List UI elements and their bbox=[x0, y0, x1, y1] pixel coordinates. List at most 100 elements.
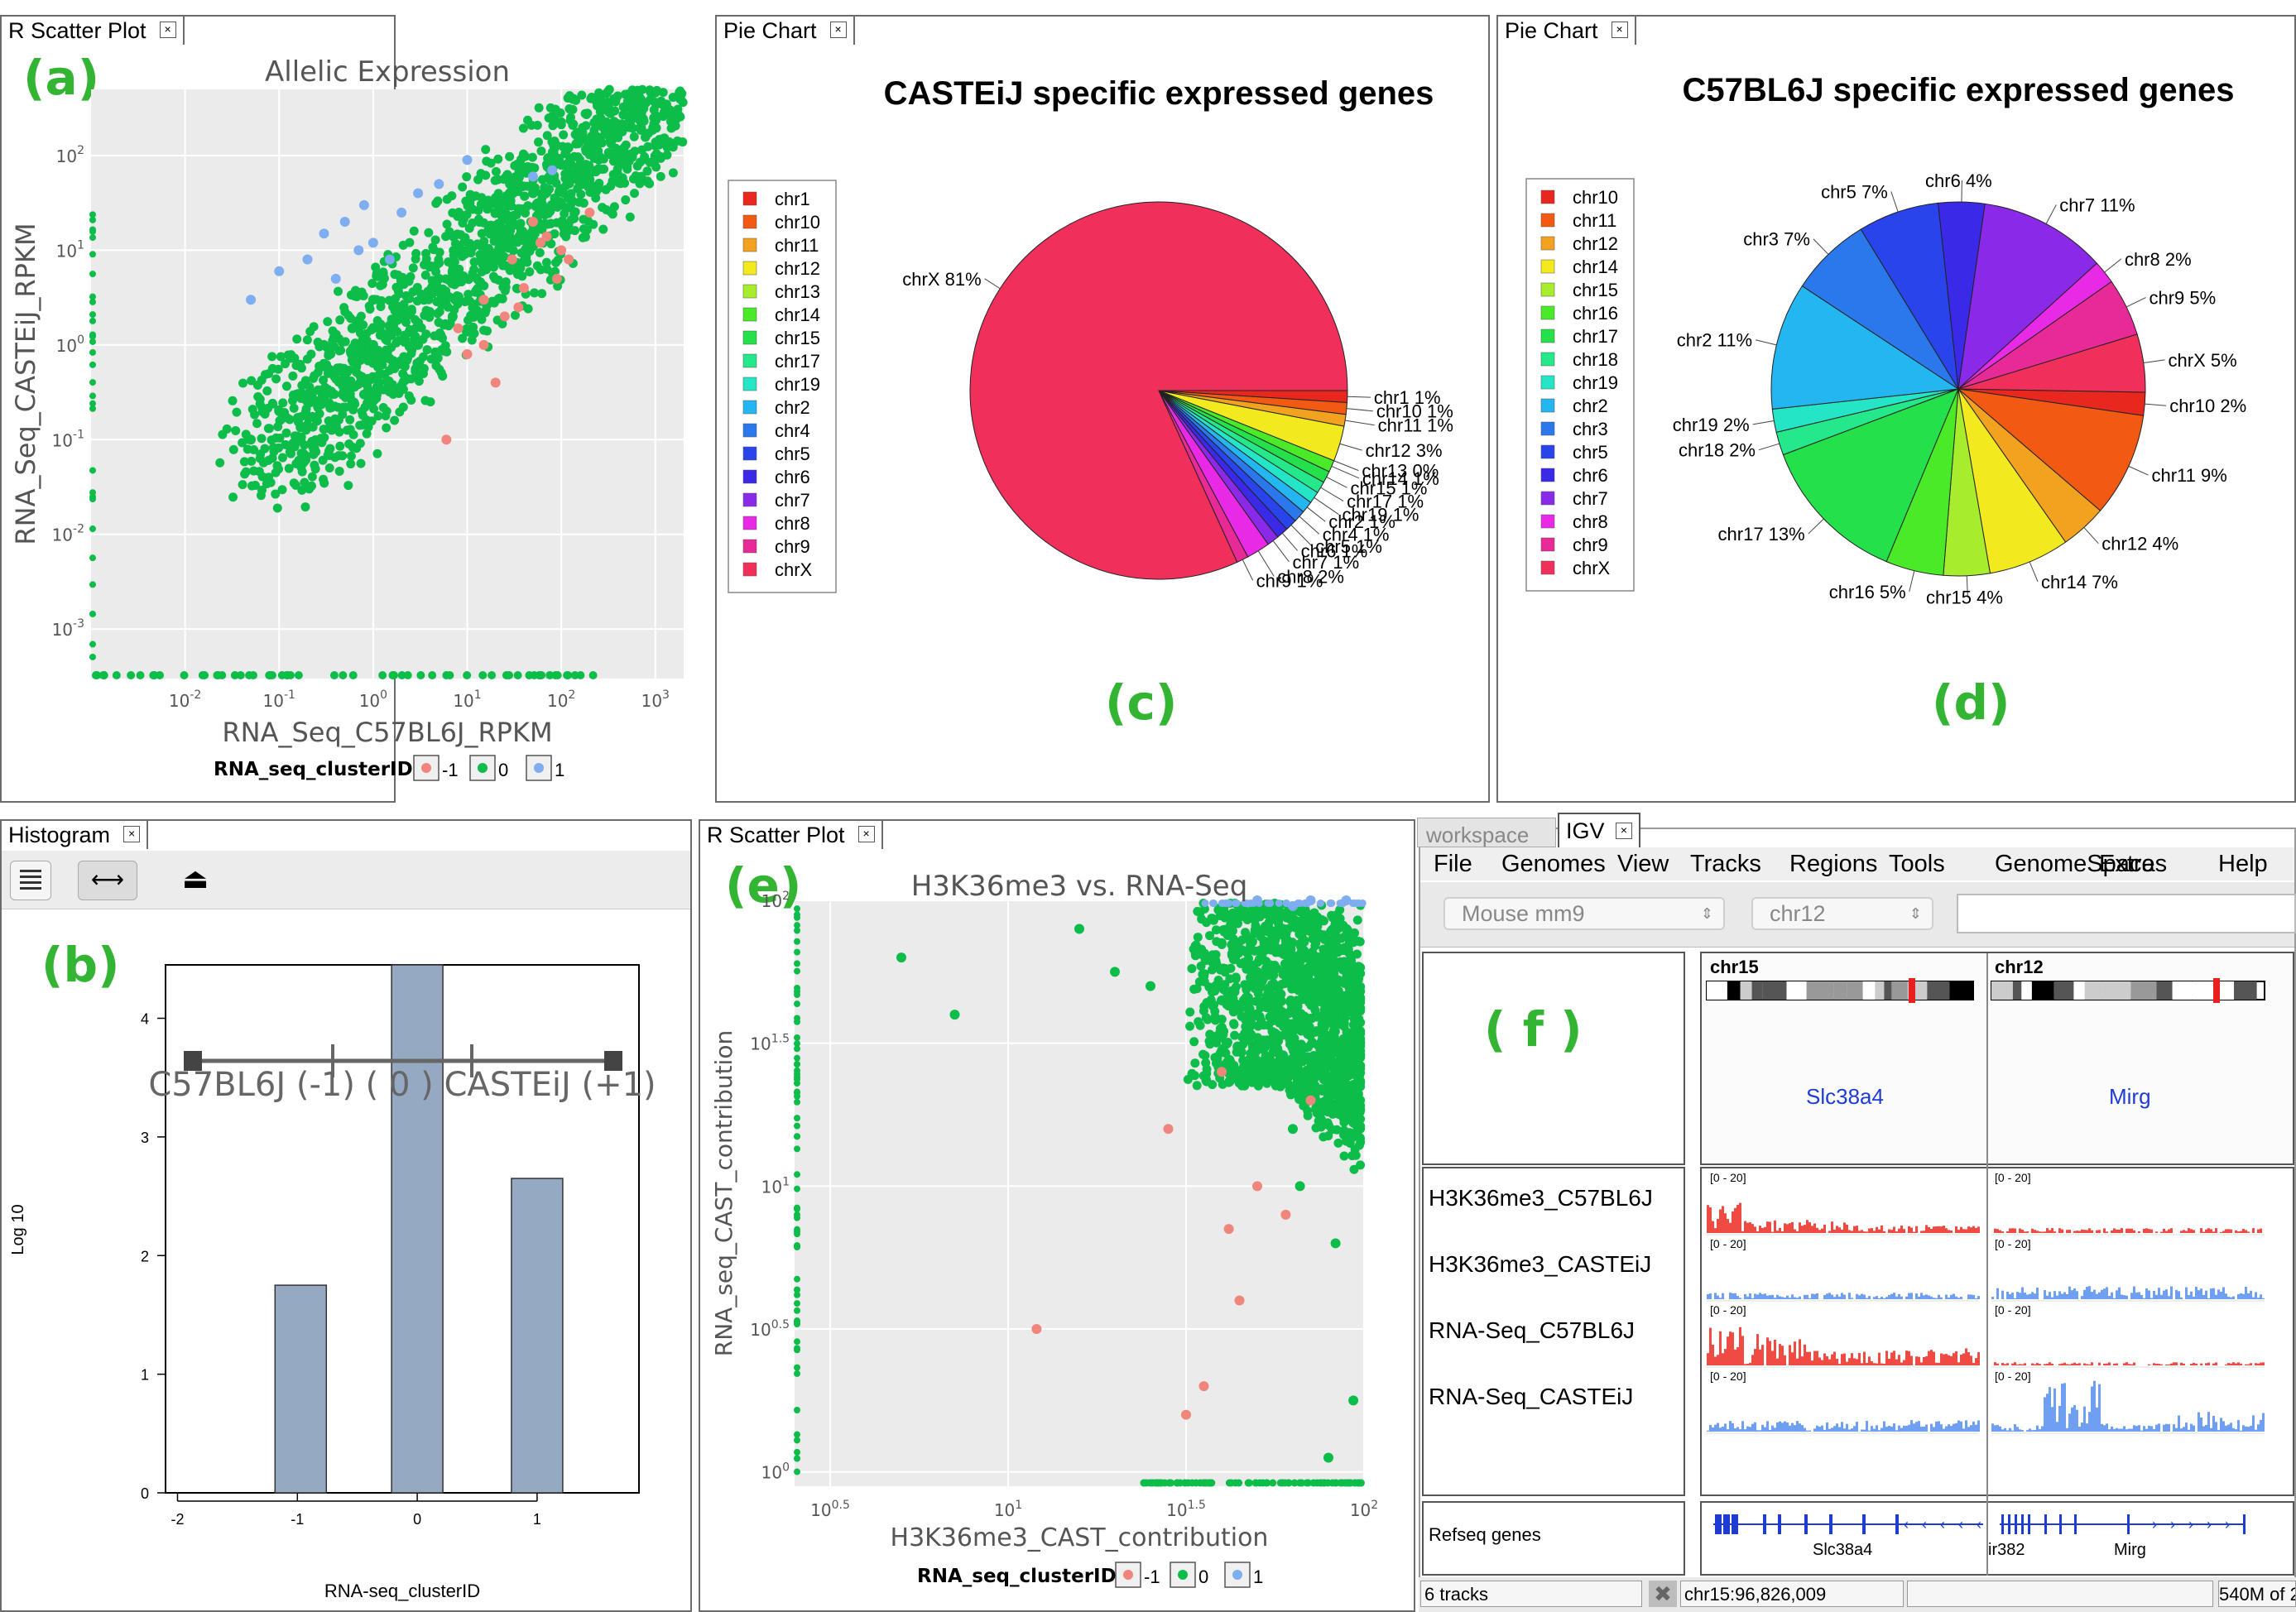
coverage-bar bbox=[1801, 1356, 1804, 1365]
locus-input[interactable] bbox=[1957, 894, 2296, 933]
pie-label-line bbox=[2145, 403, 2167, 406]
menu-tools[interactable]: Tools bbox=[1889, 851, 1945, 877]
coverage-bar bbox=[2183, 1427, 2185, 1432]
point-axis-zero bbox=[89, 405, 96, 412]
point-cluster-1 bbox=[319, 228, 329, 239]
point-cluster-0 bbox=[292, 334, 302, 344]
ideogram-band bbox=[2012, 981, 2022, 1000]
legend-label-chr14: chr14 bbox=[1573, 257, 1618, 277]
menu-help[interactable]: Help bbox=[2218, 851, 2268, 877]
coverage-bar bbox=[1776, 1294, 1779, 1299]
point-cluster-0 bbox=[618, 102, 628, 112]
point-cluster-0 bbox=[1349, 1053, 1359, 1063]
pie-label-line bbox=[1306, 506, 1326, 522]
coverage-bar bbox=[1943, 1428, 1945, 1432]
point-cluster-0 bbox=[1196, 961, 1206, 971]
close-icon[interactable]: × bbox=[1611, 22, 1628, 38]
point-cluster-0 bbox=[1352, 915, 1362, 925]
chromosome-select[interactable]: chr12 ⇕ bbox=[1751, 897, 1933, 930]
coverage-bar bbox=[2081, 1296, 2083, 1299]
track-name-rnaseq-casteij[interactable]: RNA-Seq_CASTEiJ bbox=[1429, 1384, 1634, 1409]
coverage-bar bbox=[1948, 1355, 1950, 1365]
coverage-bar bbox=[2031, 1430, 2034, 1432]
track-name-refseq[interactable]: Refseq genes bbox=[1429, 1524, 1541, 1545]
coverage-bar bbox=[1928, 1351, 1930, 1365]
point-cluster-0 bbox=[1356, 1114, 1366, 1124]
menu-tracks[interactable]: Tracks bbox=[1690, 851, 1761, 877]
point-cluster-0 bbox=[1217, 1015, 1227, 1024]
gene-label-mirg[interactable]: Mirg bbox=[2109, 1084, 2151, 1109]
coverage-bar bbox=[1928, 1227, 1930, 1233]
menu-regions[interactable]: Regions bbox=[1789, 851, 1878, 877]
menu-extras[interactable]: Extras bbox=[2099, 851, 2168, 877]
coverage-bar bbox=[2165, 1423, 2168, 1432]
point-cluster-0 bbox=[497, 319, 507, 329]
track-name-rnaseq-c57bl6j[interactable]: RNA-Seq_C57BL6J bbox=[1429, 1317, 1636, 1343]
point-axis-zero bbox=[428, 671, 437, 679]
list-view-button[interactable] bbox=[10, 861, 51, 900]
lock-button[interactable]: ⏏ bbox=[175, 861, 215, 899]
coverage-bar bbox=[2096, 1407, 2098, 1432]
tab-histogram[interactable]: Histogram × bbox=[0, 819, 149, 849]
menu-view[interactable]: View bbox=[1617, 851, 1669, 877]
close-icon[interactable]: × bbox=[123, 826, 141, 842]
point-cluster-0 bbox=[637, 98, 647, 108]
point-cluster-0 bbox=[1250, 1046, 1260, 1056]
point-cluster-0 bbox=[1304, 1042, 1314, 1052]
point-cluster-0 bbox=[645, 85, 655, 95]
tab-r-scatter-plot-e[interactable]: R Scatter Plot × bbox=[699, 819, 883, 849]
pie-label-chr11: chr11 1% bbox=[1378, 415, 1453, 436]
point-cluster--1 bbox=[551, 273, 562, 284]
coverage-bar bbox=[2210, 1229, 2212, 1233]
close-icon[interactable]: × bbox=[1616, 823, 1632, 839]
stop-icon[interactable]: ✖ bbox=[1649, 1581, 1677, 1607]
coverage-bar bbox=[2014, 1298, 2016, 1299]
point-cluster-0 bbox=[335, 441, 345, 451]
point-axis-zero bbox=[553, 671, 562, 679]
coverage-bar bbox=[2232, 1427, 2235, 1432]
menu-genomes[interactable]: Genomes bbox=[1501, 851, 1606, 877]
menu-file[interactable]: File bbox=[1434, 851, 1472, 877]
coverage-bar bbox=[1890, 1426, 1893, 1432]
coverage-bar bbox=[2185, 1422, 2188, 1432]
genome-select[interactable]: Mouse mm9 ⇕ bbox=[1443, 897, 1725, 930]
pie-label-chr8: chr8 2% bbox=[2125, 249, 2192, 270]
point-cluster-0 bbox=[1256, 932, 1266, 942]
tab-r-scatter-plot-a[interactable]: R Scatter Plot × bbox=[0, 15, 185, 45]
coverage-bar bbox=[2125, 1295, 2128, 1299]
point-axis-zero bbox=[89, 226, 96, 233]
point-cluster-0 bbox=[257, 472, 267, 482]
point-cluster-0 bbox=[268, 399, 278, 409]
igv-menubar: File Genomes View Tracks Regions Tools GenomeS… bbox=[1420, 847, 2294, 880]
coverage-bar bbox=[1756, 1231, 1759, 1233]
tab-workspace[interactable]: workspace bbox=[1417, 818, 1556, 847]
point-cluster-0 bbox=[896, 952, 906, 963]
gene-label-slc38a4[interactable]: Slc38a4 bbox=[1806, 1084, 1884, 1109]
point-cluster-0 bbox=[550, 229, 560, 239]
point-cluster--1 bbox=[499, 311, 510, 322]
tab-pie-chart-d[interactable]: Pie Chart × bbox=[1496, 15, 1636, 45]
point-axis-zero bbox=[348, 671, 358, 679]
point-axis-zero bbox=[545, 671, 555, 679]
coverage-bar bbox=[2009, 1228, 2011, 1233]
menu-genomespace[interactable]: GenomeSpace bbox=[1995, 851, 2155, 877]
range-button[interactable]: ⟷ bbox=[78, 861, 137, 900]
coverage-bar bbox=[1729, 1331, 1732, 1365]
track-name-h3k36me3-casteij[interactable]: H3K36me3_CASTEiJ bbox=[1429, 1251, 1652, 1277]
point-cluster-0 bbox=[413, 339, 424, 350]
track-name-h3k36me3-c57bl6j[interactable]: H3K36me3_C57BL6J bbox=[1429, 1185, 1653, 1211]
point-cluster-0 bbox=[1333, 1138, 1343, 1148]
close-icon[interactable]: × bbox=[159, 22, 176, 38]
close-icon[interactable]: × bbox=[857, 826, 875, 842]
tab-igv[interactable]: IGV × bbox=[1558, 813, 1640, 847]
refseq-exon bbox=[1829, 1514, 1832, 1534]
ideogram-band bbox=[1891, 981, 1908, 1000]
point-cluster-0 bbox=[421, 305, 431, 315]
coverage-bar bbox=[2165, 1289, 2168, 1299]
pie-label-chr1: chr1 1% bbox=[1374, 387, 1441, 408]
tab-pie-chart-c[interactable]: Pie Chart × bbox=[715, 15, 855, 45]
point-cluster-0 bbox=[295, 359, 305, 369]
coverage-bar bbox=[1975, 1298, 1977, 1299]
close-icon[interactable]: × bbox=[829, 22, 847, 38]
coverage-bar bbox=[2066, 1230, 2068, 1233]
